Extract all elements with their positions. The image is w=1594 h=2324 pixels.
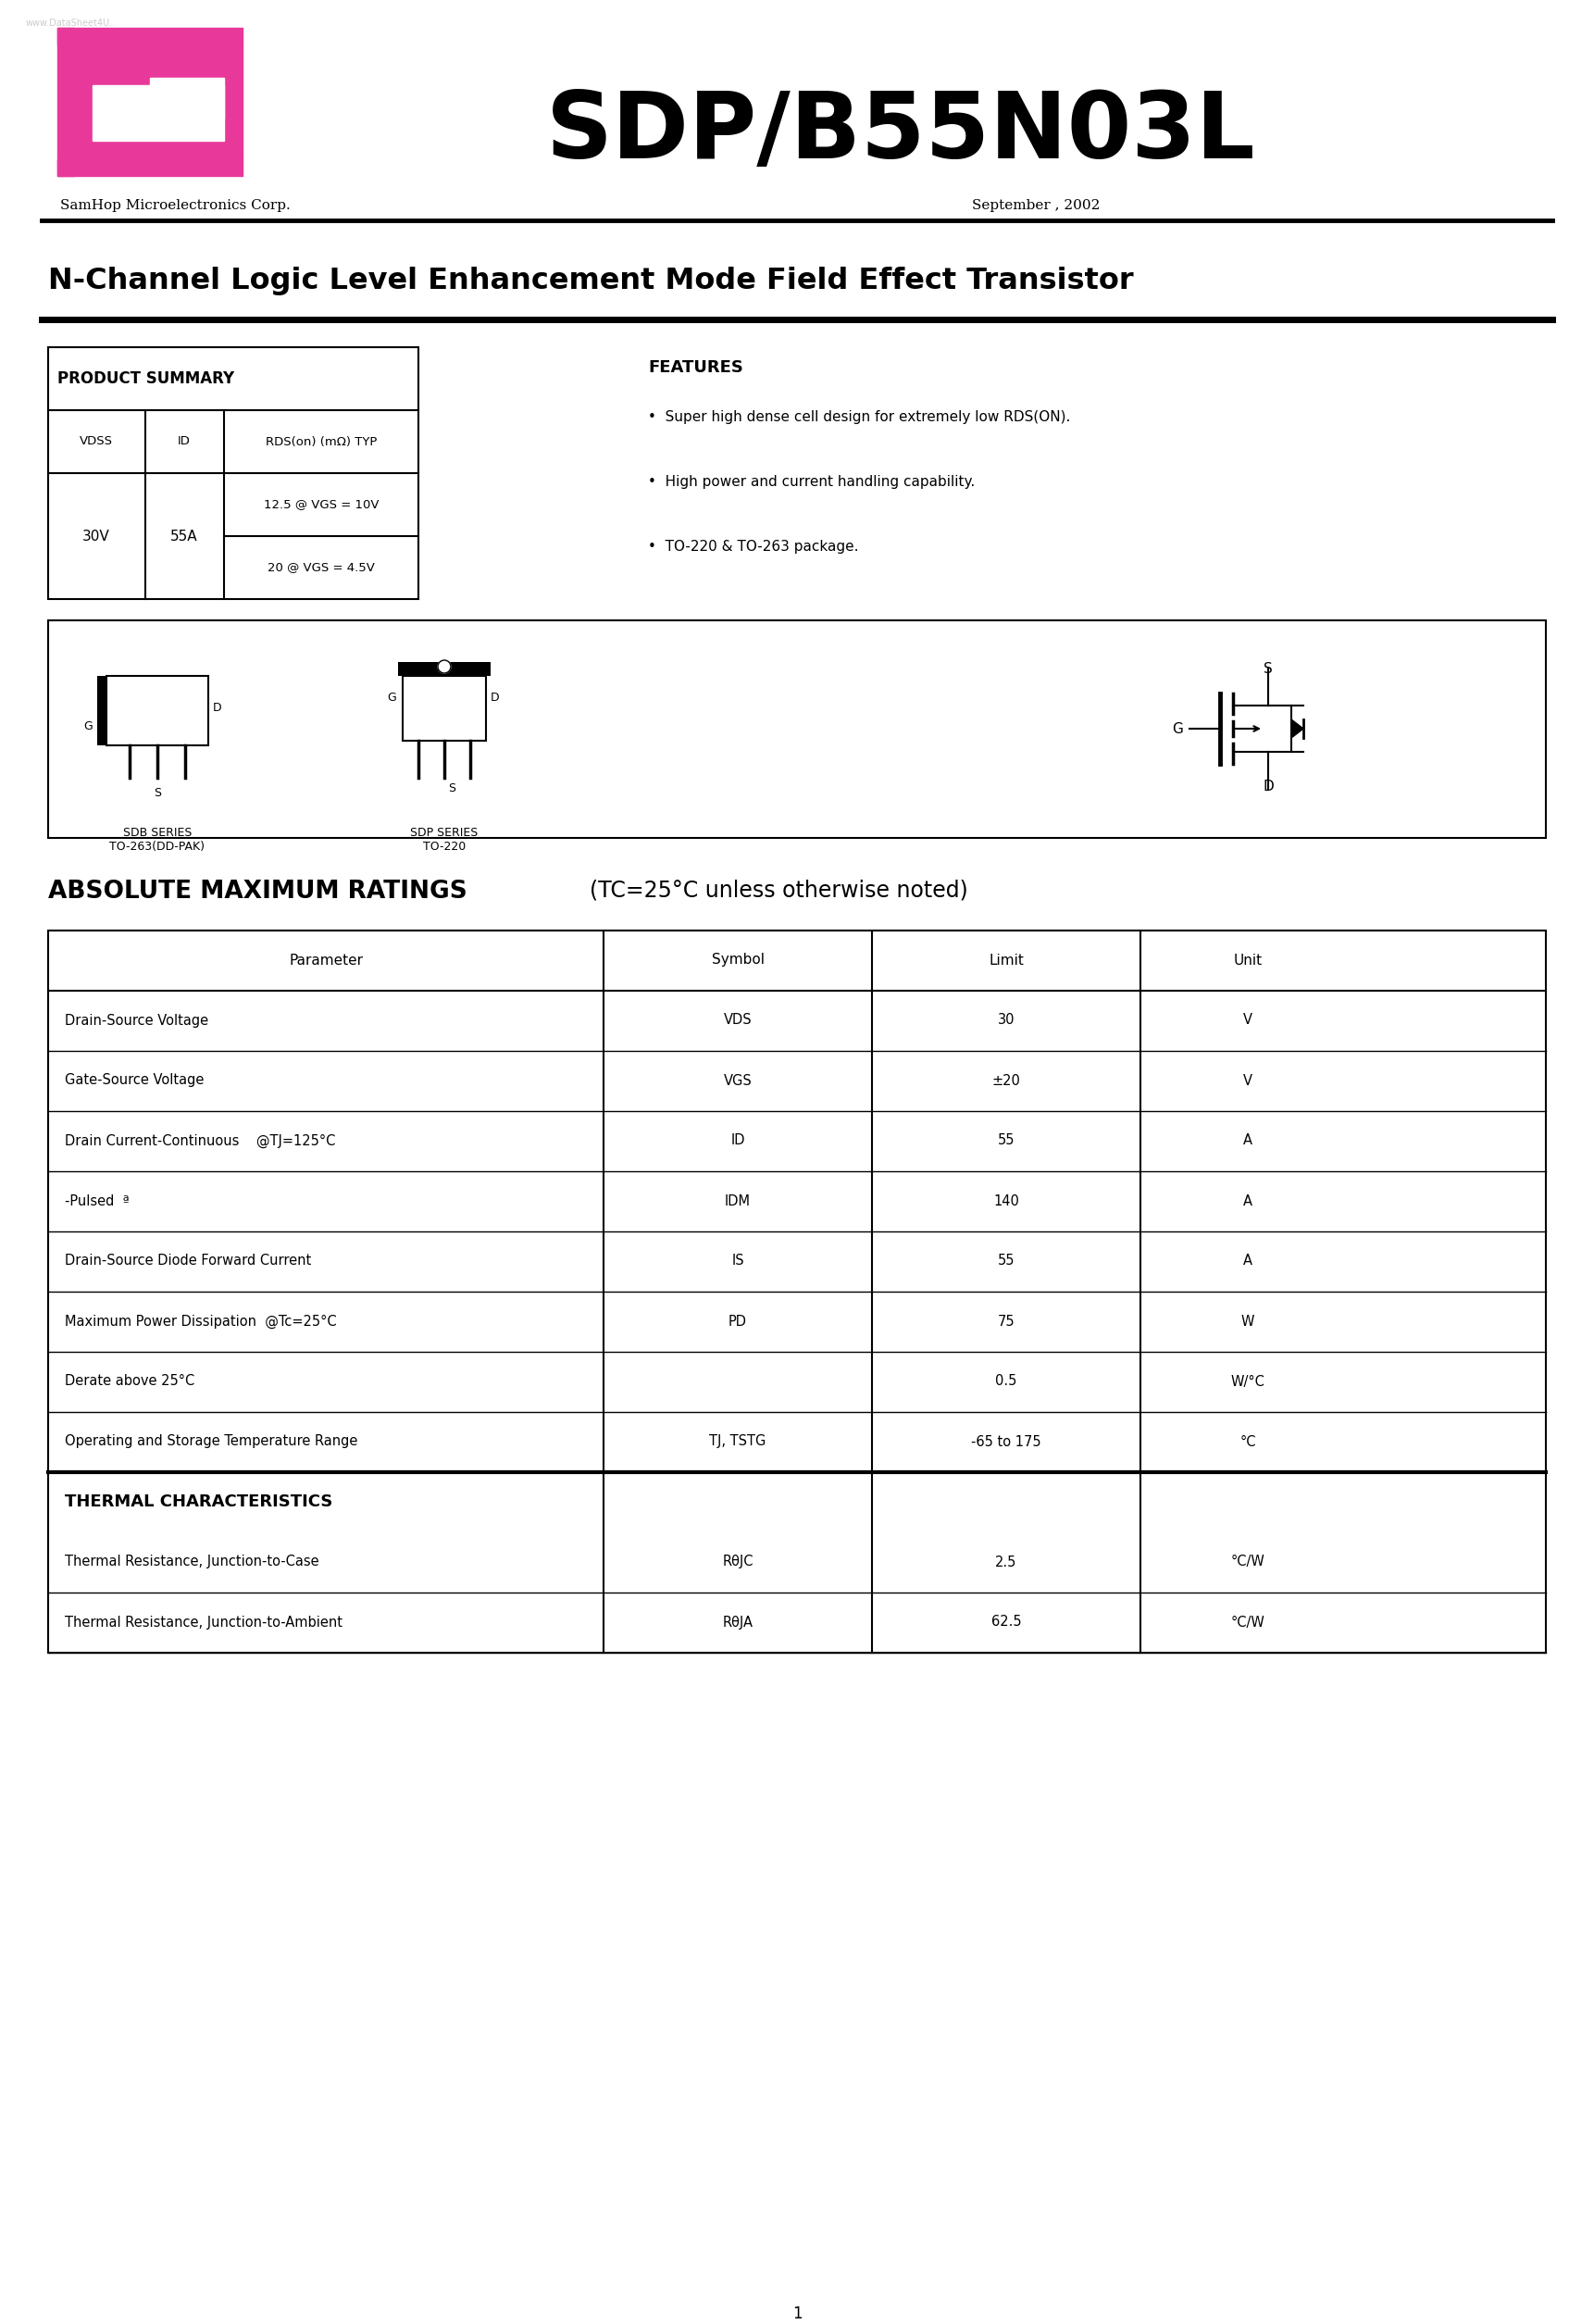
Polygon shape xyxy=(1291,720,1304,739)
Text: ID: ID xyxy=(179,435,191,449)
Text: A: A xyxy=(1243,1134,1253,1148)
Text: D: D xyxy=(214,702,222,713)
Text: V: V xyxy=(1243,1074,1253,1088)
Text: D: D xyxy=(491,693,499,704)
Text: THERMAL CHARACTERISTICS: THERMAL CHARACTERISTICS xyxy=(65,1494,333,1511)
Text: Drain-Source Voltage: Drain-Source Voltage xyxy=(65,1013,209,1027)
Text: D: D xyxy=(1262,779,1274,792)
Bar xyxy=(107,676,209,746)
Text: •  Super high dense cell design for extremely low RDS(ON).: • Super high dense cell design for extre… xyxy=(649,409,1071,423)
Text: VDS: VDS xyxy=(724,1013,752,1027)
Text: TJ, TSTG: TJ, TSTG xyxy=(709,1434,767,1448)
Bar xyxy=(48,930,1546,1652)
Text: www.DataSheet4U..: www.DataSheet4U.. xyxy=(26,19,116,28)
Text: RθJC: RθJC xyxy=(722,1555,754,1569)
Bar xyxy=(97,676,107,746)
Text: •  TO-220 & TO-263 package.: • TO-220 & TO-263 package. xyxy=(649,539,859,553)
Text: (TC=25°C unless otherwise noted): (TC=25°C unless otherwise noted) xyxy=(575,878,968,902)
Text: °C/W: °C/W xyxy=(1231,1615,1266,1629)
Circle shape xyxy=(438,660,451,674)
Text: G: G xyxy=(387,693,397,704)
Text: Thermal Resistance, Junction-to-Ambient: Thermal Resistance, Junction-to-Ambient xyxy=(65,1615,343,1629)
Bar xyxy=(403,676,486,741)
Text: Maximum Power Dissipation  @Tc=25°C: Maximum Power Dissipation @Tc=25°C xyxy=(65,1313,336,1329)
Text: 0.5: 0.5 xyxy=(995,1373,1017,1387)
Text: PRODUCT SUMMARY: PRODUCT SUMMARY xyxy=(57,370,234,388)
Text: SDP SERIES
TO-220: SDP SERIES TO-220 xyxy=(410,827,478,853)
Text: 2.5: 2.5 xyxy=(995,1555,1017,1569)
Text: 55: 55 xyxy=(998,1134,1015,1148)
Text: FEATURES: FEATURES xyxy=(649,360,743,376)
Bar xyxy=(57,28,73,177)
Text: 140: 140 xyxy=(993,1195,1019,1208)
Text: 20 @ VGS = 4.5V: 20 @ VGS = 4.5V xyxy=(268,562,375,574)
Text: Symbol: Symbol xyxy=(711,953,764,967)
Text: RθJA: RθJA xyxy=(722,1615,752,1629)
Text: SDB SERIES
TO-263(DD-PAK): SDB SERIES TO-263(DD-PAK) xyxy=(110,827,206,853)
Text: •  High power and current handling capability.: • High power and current handling capabi… xyxy=(649,474,976,488)
Text: PD: PD xyxy=(728,1315,748,1329)
Text: °C/W: °C/W xyxy=(1231,1555,1266,1569)
Text: VGS: VGS xyxy=(724,1074,752,1088)
Text: 75: 75 xyxy=(998,1315,1015,1329)
Bar xyxy=(48,621,1546,839)
Text: A: A xyxy=(1243,1255,1253,1269)
Text: W: W xyxy=(1242,1315,1254,1329)
Text: Drain Current-Continuous    @TJ=125°C: Drain Current-Continuous @TJ=125°C xyxy=(65,1134,335,1148)
Text: S: S xyxy=(153,788,161,799)
Text: N-Channel Logic Level Enhancement Mode Field Effect Transistor: N-Channel Logic Level Enhancement Mode F… xyxy=(48,267,1133,295)
Text: G: G xyxy=(83,720,92,732)
Text: Derate above 25°C: Derate above 25°C xyxy=(65,1373,194,1387)
Text: Thermal Resistance, Junction-to-Case: Thermal Resistance, Junction-to-Case xyxy=(65,1555,319,1569)
Text: ABSOLUTE MAXIMUM RATINGS: ABSOLUTE MAXIMUM RATINGS xyxy=(48,878,467,904)
Bar xyxy=(57,28,242,44)
Text: 1: 1 xyxy=(792,2305,802,2322)
Bar xyxy=(398,662,491,676)
Text: ±20: ±20 xyxy=(991,1074,1020,1088)
Bar xyxy=(92,86,225,142)
Text: 12.5 @ VGS = 10V: 12.5 @ VGS = 10V xyxy=(263,500,379,511)
Text: 55: 55 xyxy=(998,1255,1015,1269)
Bar xyxy=(57,160,242,177)
Text: Operating and Storage Temperature Range: Operating and Storage Temperature Range xyxy=(65,1434,357,1448)
Text: ID: ID xyxy=(730,1134,744,1148)
Text: SamHop Microelectronics Corp.: SamHop Microelectronics Corp. xyxy=(61,200,290,211)
Text: °C: °C xyxy=(1240,1434,1256,1448)
Text: G: G xyxy=(1172,723,1183,737)
Text: VDSS: VDSS xyxy=(80,435,113,449)
Text: W/°C: W/°C xyxy=(1231,1373,1266,1387)
Text: RDS(on) (mΩ) TYP: RDS(on) (mΩ) TYP xyxy=(266,435,376,449)
Text: 62.5: 62.5 xyxy=(991,1615,1022,1629)
Text: IS: IS xyxy=(732,1255,744,1269)
Text: Parameter: Parameter xyxy=(289,953,363,967)
Bar xyxy=(150,77,225,119)
Text: S: S xyxy=(448,783,456,795)
Text: SDP/B55N03L: SDP/B55N03L xyxy=(547,88,1256,177)
Text: -65 to 175: -65 to 175 xyxy=(971,1434,1041,1448)
Text: Limit: Limit xyxy=(988,953,1023,967)
Bar xyxy=(73,44,242,160)
Text: Drain-Source Diode Forward Current: Drain-Source Diode Forward Current xyxy=(65,1255,311,1269)
Text: A: A xyxy=(1243,1195,1253,1208)
Text: 30: 30 xyxy=(998,1013,1015,1027)
Bar xyxy=(48,346,418,600)
Text: S: S xyxy=(1264,662,1272,676)
Text: V: V xyxy=(1243,1013,1253,1027)
Text: Unit: Unit xyxy=(1234,953,1262,967)
Text: IDM: IDM xyxy=(725,1195,751,1208)
Text: Gate-Source Voltage: Gate-Source Voltage xyxy=(65,1074,204,1088)
Text: -Pulsed  ª: -Pulsed ª xyxy=(65,1195,129,1208)
Text: 55A: 55A xyxy=(171,530,198,544)
Text: 30V: 30V xyxy=(83,530,110,544)
Text: September , 2002: September , 2002 xyxy=(972,200,1100,211)
